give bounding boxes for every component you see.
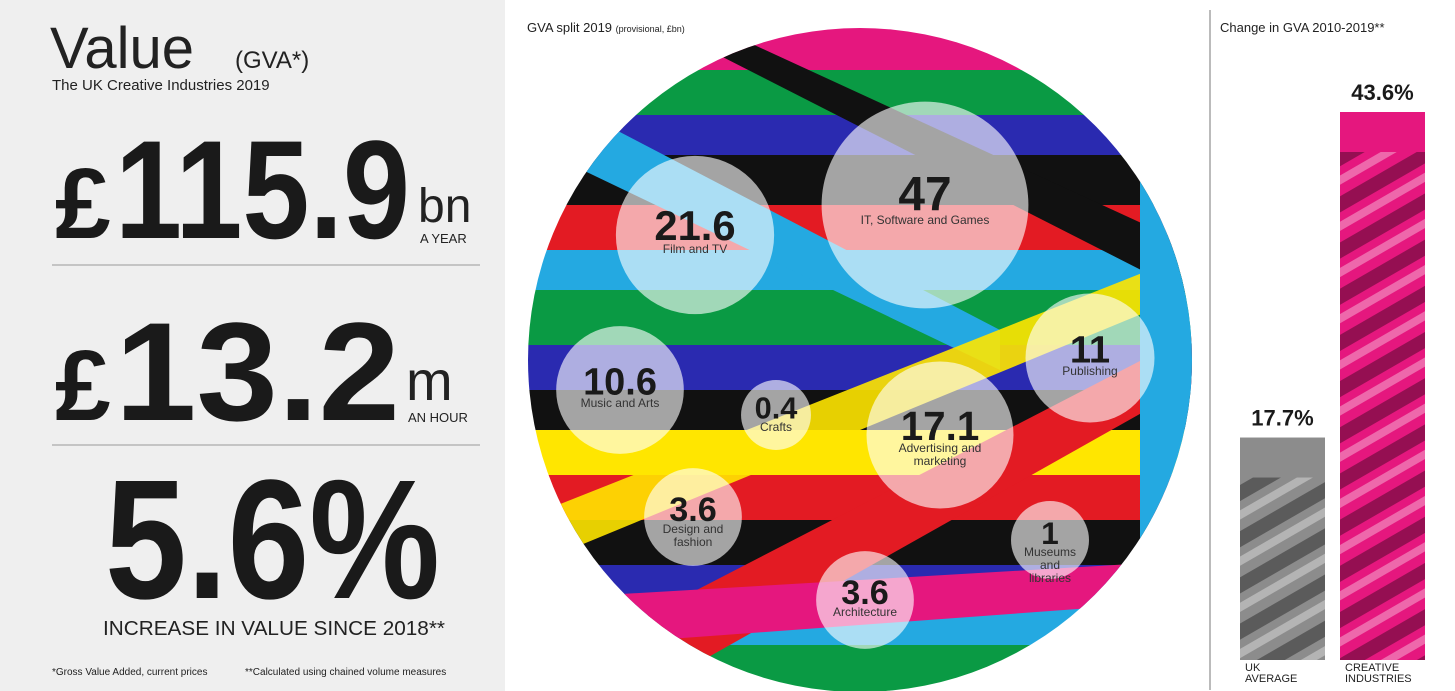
- bubble-value: 3.6: [669, 491, 717, 529]
- bubble-value: 21.6: [654, 202, 735, 249]
- chart-title: Change in GVA 2010-2019**: [1220, 20, 1385, 35]
- footnote: **Calculated using chained volume measur…: [245, 667, 446, 678]
- bubble-label-box: Film and TV: [662, 242, 728, 256]
- chart-title-text: GVA split 2019: [527, 20, 612, 35]
- bubble-label: Music and Arts: [580, 396, 660, 410]
- bubble: [821, 101, 1029, 309]
- bubble-value: 47: [898, 169, 951, 222]
- bar-category-box: UK AVERAGE: [1245, 663, 1298, 685]
- stat-prefix: £: [55, 330, 111, 442]
- bubble-label: Museums and libraries: [1023, 545, 1076, 585]
- stat-caption: AN HOUR: [408, 410, 468, 425]
- bubble: [1025, 293, 1155, 423]
- bar-category: UK AVERAGE: [1245, 663, 1298, 685]
- stat-prefix: £: [55, 148, 111, 260]
- bubble-label-box: Advertising and marketing: [898, 442, 982, 469]
- bubble-label-box: Design and fashion: [662, 523, 724, 550]
- bubble-value: 0.4: [755, 391, 798, 426]
- value-panel-text: Value (GVA*) The UK Creative Industries …: [50, 16, 480, 678]
- stat-caption: A YEAR: [420, 231, 467, 246]
- bar-value-label: 17.7%: [1251, 406, 1313, 431]
- bubble: [644, 468, 742, 566]
- bar-texture: [1340, 152, 1425, 660]
- bubble: [556, 326, 684, 454]
- bubble-label: Design and fashion: [662, 523, 724, 550]
- bubble-label-box: Crafts: [759, 420, 792, 434]
- panel-title: Value: [50, 16, 194, 81]
- bubble-label: IT, Software and Games: [860, 213, 990, 227]
- chart-title: GVA split 2019 (provisional, £bn): [527, 20, 685, 35]
- stat-unit: bn: [418, 180, 471, 233]
- bar-category-box: CREATIVE INDUSTRIES: [1345, 663, 1412, 685]
- bubble: [1011, 501, 1089, 579]
- bubble-label: Advertising and marketing: [898, 442, 982, 469]
- value-panel: [0, 0, 505, 691]
- stat-figure: 13.2: [115, 293, 400, 450]
- bubble-label: Architecture: [832, 606, 897, 620]
- bubble-label-box: Music and Arts: [580, 396, 660, 410]
- bubble-value: 3.6: [841, 574, 889, 612]
- stat-unit: m: [406, 349, 453, 412]
- bar-value-label: 43.6%: [1351, 80, 1413, 105]
- bubble-value: 1: [1041, 515, 1059, 551]
- bubble-label: Film and TV: [662, 242, 728, 256]
- panel-subtitle: The UK Creative Industries 2019: [52, 77, 270, 94]
- bubble-label-box: IT, Software and Games: [860, 213, 990, 227]
- bubble-label-box: Architecture: [832, 606, 897, 620]
- bubble-label-box: Museums and libraries: [1023, 545, 1076, 585]
- footnote: *Gross Value Added, current prices: [52, 667, 207, 678]
- bubble: [866, 361, 1014, 509]
- stat-caption: INCREASE IN VALUE SINCE 2018**: [103, 618, 445, 640]
- chart-subtitle: (provisional, £bn): [616, 24, 685, 34]
- stat-figure: 115.9: [115, 111, 410, 268]
- bubble-value: 10.6: [583, 362, 657, 404]
- bar-texture: [1240, 477, 1325, 660]
- bubble-value: 11: [1070, 329, 1110, 372]
- bubble-label: Publishing: [1062, 364, 1118, 378]
- bubble-label-box: Publishing: [1062, 364, 1118, 378]
- bubble-label: Crafts: [759, 420, 792, 434]
- bar-category: CREATIVE INDUSTRIES: [1345, 663, 1412, 685]
- bubble: [741, 380, 811, 450]
- bubble-value: 17.1: [901, 403, 980, 449]
- panel-title-note: (GVA*): [235, 47, 309, 74]
- bubble: [615, 155, 775, 315]
- stat-figure: 5.6%: [105, 445, 440, 635]
- bubble: [816, 551, 914, 649]
